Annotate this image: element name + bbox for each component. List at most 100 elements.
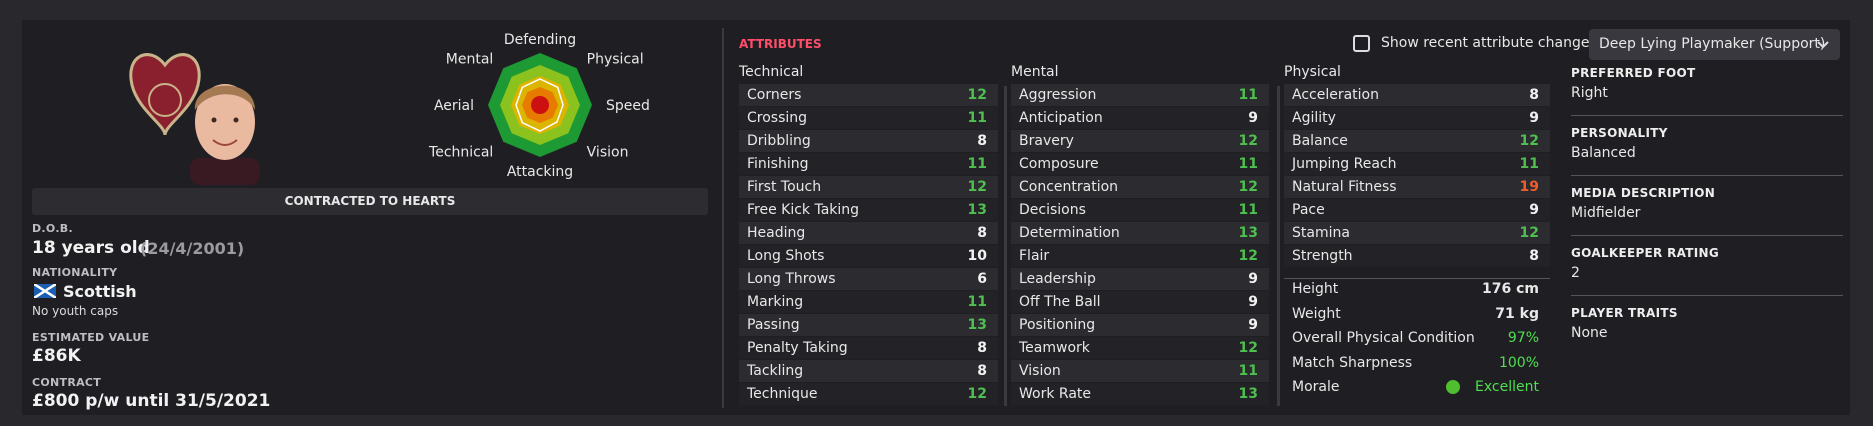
attribute-row: Composure 11 bbox=[1011, 153, 1269, 175]
attribute-value: 6 bbox=[977, 271, 987, 287]
attribute-row: Long Shots 10 bbox=[739, 245, 998, 267]
physical-name: Morale bbox=[1292, 379, 1340, 395]
attribute-name: Composure bbox=[1019, 156, 1099, 172]
contract: £800 p/w until 31/5/2021 bbox=[32, 391, 271, 411]
attribute-value: 11 bbox=[967, 156, 987, 172]
attribute-name: Strength bbox=[1292, 248, 1353, 264]
detail-label: MEDIA DESCRIPTION bbox=[1571, 186, 1716, 200]
checkbox[interactable] bbox=[1353, 35, 1370, 52]
attribute-name: Leadership bbox=[1019, 271, 1096, 287]
attribute-name: Pace bbox=[1292, 202, 1325, 218]
player-image bbox=[129, 53, 260, 185]
attribute-name: Flair bbox=[1019, 248, 1050, 264]
attribute-row: Acceleration 8 bbox=[1284, 84, 1550, 106]
attribute-name: First Touch bbox=[747, 179, 822, 195]
attribute-name: Bravery bbox=[1019, 133, 1074, 149]
attribute-value: 12 bbox=[1519, 225, 1539, 241]
contract-banner: CONTRACTED TO HEARTS bbox=[32, 188, 708, 215]
attribute-row: Long Throws 6 bbox=[739, 268, 998, 290]
attribute-name: Passing bbox=[747, 317, 800, 333]
attribute-name: Jumping Reach bbox=[1292, 156, 1397, 172]
show-changes[interactable]: Show recent attribute changes bbox=[1381, 35, 1597, 51]
attribute-value: 12 bbox=[967, 87, 987, 103]
attribute-value: 10 bbox=[967, 248, 987, 264]
attribute-value: 8 bbox=[977, 340, 987, 356]
dob: (24/4/2001) bbox=[140, 239, 245, 258]
attribute-name: Dribbling bbox=[747, 133, 811, 149]
attribute-value: 11 bbox=[1238, 202, 1258, 218]
attribute-row: Finishing 11 bbox=[739, 153, 998, 175]
attribute-value: 8 bbox=[977, 225, 987, 241]
attribute-row: Bravery 12 bbox=[1011, 130, 1269, 152]
attribute-row: Stamina 12 bbox=[1284, 222, 1550, 244]
shirt bbox=[190, 158, 260, 185]
attribute-value: 13 bbox=[1238, 386, 1258, 402]
contract-label: CONTRACT bbox=[32, 376, 102, 389]
radar-label: Attacking bbox=[507, 164, 573, 180]
attribute-name: Aggression bbox=[1019, 87, 1097, 103]
attribute-row: Heading 8 bbox=[739, 222, 998, 244]
attribute-row: Pace 9 bbox=[1284, 199, 1550, 221]
attribute-row: Passing 13 bbox=[739, 314, 998, 336]
attribute-name: Heading bbox=[747, 225, 806, 241]
attribute-name: Vision bbox=[1019, 363, 1061, 379]
detail-label: PLAYER TRAITS bbox=[1571, 306, 1678, 320]
attribute-value: 12 bbox=[967, 386, 987, 402]
attribute-row: Decisions 11 bbox=[1011, 199, 1269, 221]
attribute-row: Leadership 9 bbox=[1011, 268, 1269, 290]
physical-value: 100% bbox=[1498, 354, 1539, 371]
attribute-name: Off The Ball bbox=[1019, 294, 1101, 310]
attribute-value: 9 bbox=[1529, 202, 1539, 218]
attribute-value: 12 bbox=[1238, 340, 1258, 356]
attribute-row: Off The Ball 9 bbox=[1011, 291, 1269, 313]
detail-separator bbox=[1571, 295, 1843, 296]
attribute-row: Corners 12 bbox=[739, 84, 998, 106]
radar-label: Technical bbox=[428, 145, 493, 161]
detail-separator bbox=[1571, 115, 1843, 116]
detail-value: Right bbox=[1571, 85, 1608, 101]
attribute-name: Stamina bbox=[1292, 225, 1350, 241]
separator bbox=[1284, 278, 1550, 279]
attribute-value: 12 bbox=[1238, 248, 1258, 264]
age: 18 years old bbox=[32, 238, 150, 258]
attribute-name: Decisions bbox=[1019, 202, 1086, 218]
separator bbox=[1277, 86, 1280, 406]
attribute-row: Concentration 12 bbox=[1011, 176, 1269, 198]
physical-row: Weight 71 kg bbox=[1284, 303, 1550, 325]
attribute-name: Corners bbox=[747, 87, 802, 103]
attribute-value: 12 bbox=[967, 179, 987, 195]
radar-label: Speed bbox=[606, 98, 650, 114]
attribute-row: Technique 12 bbox=[739, 383, 998, 405]
attribute-row: Dribbling 8 bbox=[739, 130, 998, 152]
attribute-name: Marking bbox=[747, 294, 804, 310]
detail-label: PERSONALITY bbox=[1571, 126, 1668, 140]
physical-name: Height bbox=[1292, 281, 1339, 297]
group-title: Technical bbox=[739, 64, 804, 80]
physical-row: Match Sharpness 100% bbox=[1284, 352, 1550, 374]
attribute-name: Crossing bbox=[747, 110, 808, 126]
attribute-name: Free Kick Taking bbox=[747, 202, 860, 218]
detail-separator bbox=[1571, 235, 1843, 236]
attribute-row: Free Kick Taking 13 bbox=[739, 199, 998, 221]
attribute-value: 12 bbox=[1238, 179, 1258, 195]
attribute-name: Balance bbox=[1292, 133, 1348, 149]
attribute-row: Penalty Taking 8 bbox=[739, 337, 998, 359]
role-dropdown[interactable]: Deep Lying Playmaker (Support) bbox=[1589, 29, 1840, 60]
value: £86K bbox=[32, 346, 81, 366]
attribute-name: Finishing bbox=[747, 156, 809, 172]
caps: No youth caps bbox=[32, 304, 119, 318]
attribute-value: 11 bbox=[1519, 156, 1539, 172]
physical-name: Match Sharpness bbox=[1292, 354, 1413, 371]
attribute-value: 13 bbox=[1238, 225, 1258, 241]
attribute-row: Agility 9 bbox=[1284, 107, 1550, 129]
eye bbox=[233, 117, 239, 123]
radar-label: Defending bbox=[504, 32, 576, 48]
detail-separator bbox=[1571, 175, 1843, 176]
attribute-row: Marking 11 bbox=[739, 291, 998, 313]
badge-ring bbox=[148, 83, 182, 117]
attributes-title: ATTRIBUTES bbox=[739, 37, 822, 51]
attribute-value: 11 bbox=[1238, 363, 1258, 379]
attribute-row: Aggression 11 bbox=[1011, 84, 1269, 106]
attribute-value: 8 bbox=[977, 363, 987, 379]
